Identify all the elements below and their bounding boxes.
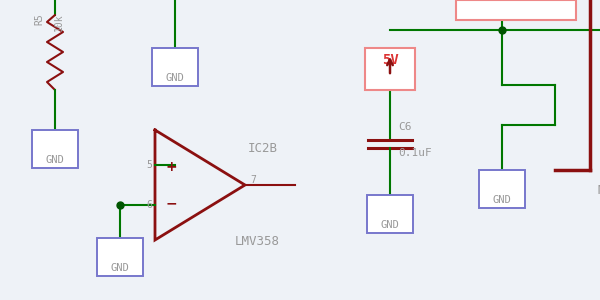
Text: GND: GND — [380, 220, 400, 230]
Text: −: − — [165, 196, 177, 210]
Text: +: + — [165, 160, 177, 174]
Text: LMV358: LMV358 — [235, 235, 280, 248]
Bar — [97, 238, 143, 276]
Bar — [365, 48, 415, 90]
Text: 7: 7 — [250, 175, 256, 185]
Text: 6: 6 — [146, 200, 152, 210]
Text: 5V: 5V — [382, 53, 398, 67]
Bar — [456, 0, 576, 20]
Bar — [479, 170, 525, 208]
Text: R5: R5 — [34, 13, 44, 25]
Bar — [152, 48, 198, 86]
Text: GND: GND — [46, 155, 64, 165]
Text: C6: C6 — [398, 122, 412, 132]
Text: GND: GND — [110, 263, 130, 273]
Text: 10k: 10k — [54, 13, 64, 31]
Text: 0.1uF: 0.1uF — [398, 148, 432, 158]
Text: M: M — [598, 184, 600, 196]
Bar — [367, 195, 413, 233]
Text: 5: 5 — [146, 160, 152, 170]
Text: GND: GND — [493, 195, 511, 205]
Text: GND: GND — [166, 73, 184, 83]
Text: IC2B: IC2B — [248, 142, 278, 155]
Bar — [32, 130, 78, 168]
